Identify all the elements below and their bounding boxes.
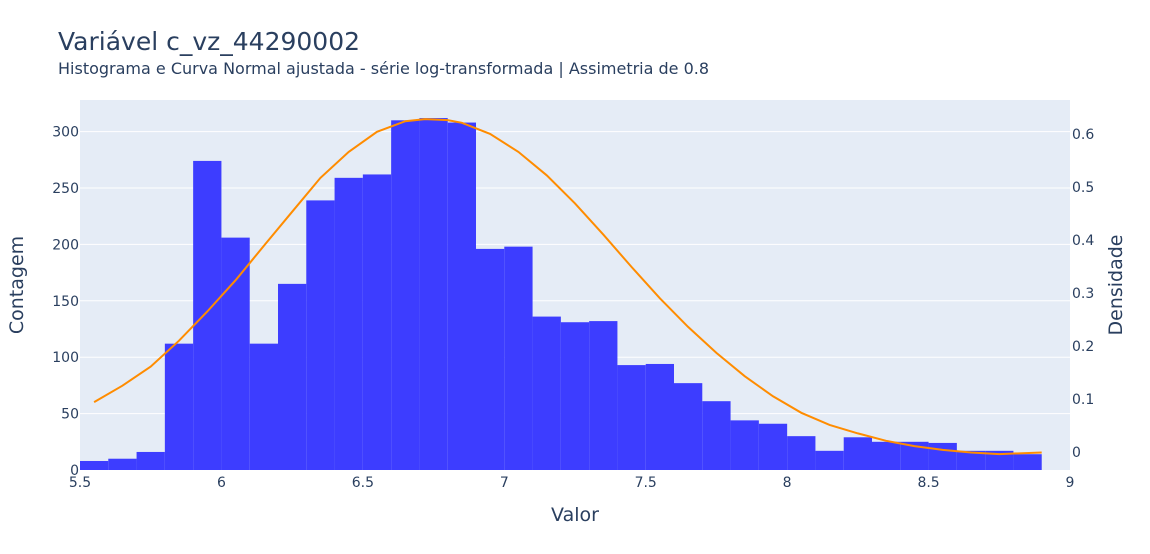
x-tick-label: 6 bbox=[217, 475, 226, 491]
y2-tick-label: 0.4 bbox=[1072, 233, 1094, 249]
y-axis-ticks: 0 50 100 150 200 250 300 bbox=[52, 125, 79, 479]
histogram-bar bbox=[872, 441, 901, 470]
histogram-bar bbox=[80, 460, 109, 470]
normal-curve-line bbox=[93, 118, 1042, 456]
histogram-bar bbox=[787, 436, 816, 470]
histogram-bar bbox=[758, 423, 788, 470]
x-tick-label: 7.5 bbox=[635, 475, 657, 491]
histogram-bar bbox=[504, 246, 533, 470]
histogram-bar bbox=[730, 420, 759, 470]
y2-axis-ticks: 0 0.1 0.2 0.3 0.4 0.5 0.6 bbox=[1072, 127, 1094, 461]
histogram-bar bbox=[645, 363, 674, 470]
x-axis-ticks: 5.5 6 6.5 7 7.5 8 8.5 9 bbox=[69, 475, 1075, 491]
histogram-bar bbox=[702, 401, 731, 470]
y-tick-label: 50 bbox=[61, 407, 79, 423]
normal-curve-layer bbox=[93, 118, 1042, 456]
histogram-bar bbox=[164, 343, 194, 470]
x-tick-label: 8 bbox=[783, 475, 792, 491]
histogram-bar bbox=[249, 343, 278, 470]
histogram-bar bbox=[532, 316, 561, 470]
y-tick-label: 300 bbox=[52, 125, 79, 141]
histogram-bar bbox=[108, 458, 137, 470]
histogram-bar bbox=[617, 365, 646, 470]
y-tick-label: 100 bbox=[52, 350, 79, 366]
histogram-bar bbox=[362, 174, 392, 470]
histogram-bar bbox=[306, 200, 335, 470]
x-tick-label: 6.5 bbox=[352, 475, 374, 491]
y-tick-label: 250 bbox=[52, 181, 79, 197]
histogram-bar bbox=[136, 451, 165, 470]
chart-title: Variável c_vz_44290002 bbox=[58, 27, 360, 56]
x-axis-label: Valor bbox=[551, 504, 599, 526]
y-axis-label: Contagem bbox=[6, 236, 28, 334]
histogram-bar bbox=[956, 450, 986, 470]
histogram-bar bbox=[985, 450, 1014, 470]
histogram-bar bbox=[334, 177, 363, 470]
histogram-bar bbox=[815, 450, 844, 470]
histogram-bar bbox=[674, 383, 703, 470]
y2-tick-label: 0.1 bbox=[1072, 392, 1094, 408]
x-tick-label: 5.5 bbox=[69, 475, 91, 491]
histogram-bar bbox=[843, 437, 872, 470]
histogram-bar bbox=[476, 248, 505, 470]
histogram-bars bbox=[80, 118, 1042, 471]
x-tick-label: 8.5 bbox=[917, 475, 939, 491]
y2-tick-label: 0.3 bbox=[1072, 286, 1094, 302]
histogram-bar bbox=[928, 442, 957, 470]
histogram-bar bbox=[589, 321, 618, 470]
histogram-bar bbox=[391, 120, 420, 471]
x-tick-label: 9 bbox=[1066, 475, 1075, 491]
y2-tick-label: 0.2 bbox=[1072, 339, 1094, 355]
y-tick-label: 150 bbox=[52, 294, 79, 310]
y-tick-label: 0 bbox=[70, 463, 79, 479]
histogram-bar bbox=[447, 122, 476, 470]
y2-tick-label: 0.6 bbox=[1072, 127, 1094, 143]
histogram-bar bbox=[560, 322, 590, 470]
y-tick-label: 200 bbox=[52, 237, 79, 253]
y2-tick-label: 0.5 bbox=[1072, 180, 1094, 196]
histogram-bar bbox=[193, 160, 222, 471]
histogram-bar bbox=[419, 118, 448, 471]
x-tick-label: 7 bbox=[500, 475, 509, 491]
histogram-bar bbox=[221, 237, 250, 470]
chart-subtitle: Histograma e Curva Normal ajustada - sér… bbox=[58, 59, 709, 78]
histogram-bar bbox=[1013, 454, 1042, 470]
y2-axis-label: Densidade bbox=[1105, 235, 1127, 336]
histogram-bar bbox=[278, 283, 307, 470]
y2-tick-label: 0 bbox=[1072, 445, 1081, 461]
